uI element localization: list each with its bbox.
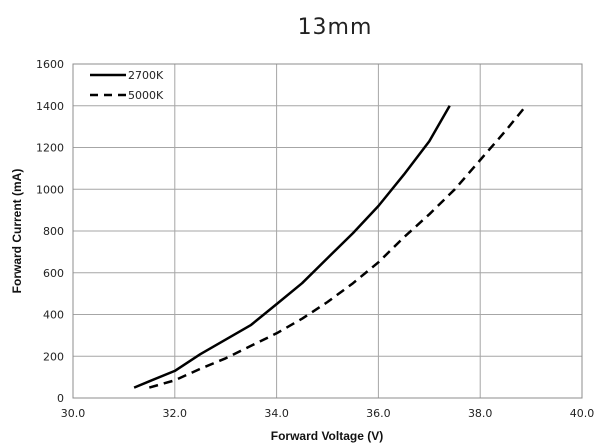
y-axis-title: Forward Current (mA) [10, 169, 24, 294]
x-tick-label: 38.0 [468, 407, 493, 420]
series-group [133, 105, 527, 389]
x-tick-label: 30.0 [61, 407, 86, 420]
series-line-5000k [148, 105, 527, 389]
y-tick-label: 800 [43, 225, 64, 238]
legend-label: 5000K [128, 89, 164, 102]
legend: 2700K 5000K [90, 69, 164, 102]
series-line-2700k [133, 105, 451, 389]
y-tick-label: 1400 [36, 100, 64, 113]
chart-title: 13mm [298, 15, 373, 40]
x-axis-title: Forward Voltage (V) [271, 429, 383, 443]
x-tick-label: 40.0 [570, 407, 595, 420]
legend-label: 2700K [128, 69, 164, 82]
y-tick-label: 400 [43, 309, 64, 322]
y-tick-label: 200 [43, 350, 64, 363]
x-tick-label: 32.0 [163, 407, 188, 420]
y-tick-label: 1200 [36, 142, 64, 155]
y-tick-label: 0 [57, 392, 64, 405]
grid [72, 63, 583, 399]
x-tick-label: 36.0 [366, 407, 391, 420]
plot-area-border [72, 63, 583, 399]
axis-ticks: 30.0 32.0 34.0 36.0 38.0 40.0 0 200 400 600 800 100… [36, 58, 594, 420]
y-tick-label: 600 [43, 267, 64, 280]
x-tick-label: 34.0 [264, 407, 289, 420]
y-tick-label: 1000 [36, 183, 64, 196]
y-tick-label: 1600 [36, 58, 64, 71]
